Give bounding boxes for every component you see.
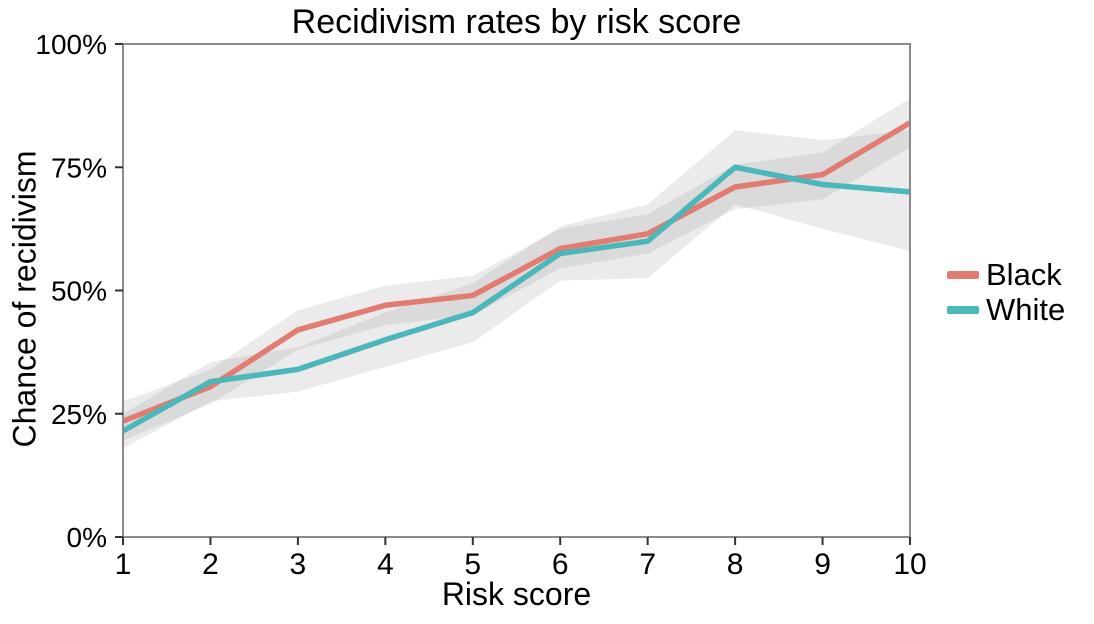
x-tick-label: 7 — [639, 548, 656, 581]
x-tick-label: 6 — [552, 548, 569, 581]
x-axis-label: Risk score — [441, 576, 592, 612]
x-tick-label: 2 — [202, 548, 219, 581]
legend-swatch-white — [947, 305, 979, 314]
legend: Black White — [947, 259, 1065, 325]
x-tick-label: 4 — [377, 548, 394, 581]
legend-label-white: White — [986, 292, 1066, 327]
y-tick-label: 75% — [51, 152, 107, 183]
y-tick-label: 50% — [51, 276, 107, 307]
x-tick-label: 5 — [464, 548, 481, 581]
x-tick-label: 1 — [115, 548, 132, 581]
y-tick-label: 100% — [35, 29, 107, 60]
y-tick-label: 0% — [67, 522, 107, 553]
x-tick-label: 9 — [814, 548, 831, 581]
legend-swatch-black — [947, 270, 979, 279]
chart-title: Recidivism rates by risk score — [291, 3, 742, 41]
x-tick-label: 10 — [893, 548, 926, 581]
y-tick-label: 25% — [51, 399, 107, 430]
legend-item-black: Black — [947, 259, 1065, 290]
black-line — [121, 120, 912, 424]
white-line — [121, 164, 911, 434]
x-tick-label: 8 — [727, 548, 744, 581]
white-confidence-band — [123, 130, 910, 449]
x-tick-label: 3 — [290, 548, 307, 581]
legend-label-black: Black — [986, 257, 1062, 292]
legend-item-white: White — [947, 294, 1065, 325]
